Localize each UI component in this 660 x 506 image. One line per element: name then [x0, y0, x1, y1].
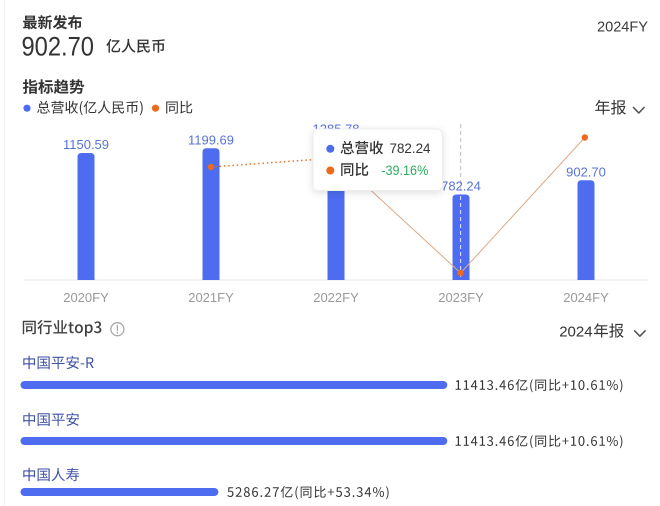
svg-text:782.24: 782.24 [441, 179, 481, 194]
svg-text:2024: 2024 [559, 323, 592, 340]
svg-text:2024FY: 2024FY [563, 290, 609, 305]
svg-text:902.70: 902.70 [22, 31, 95, 61]
svg-text:1199.69: 1199.69 [188, 133, 234, 148]
svg-text:1150.59: 1150.59 [63, 137, 109, 152]
svg-text:-39.16%: -39.16% [381, 162, 428, 178]
svg-text:2022FY: 2022FY [313, 290, 359, 305]
svg-text:2020FY: 2020FY [63, 290, 109, 305]
svg-text:782.24: 782.24 [390, 140, 431, 156]
svg-text:902.70: 902.70 [566, 164, 606, 179]
svg-text:2023FY: 2023FY [438, 290, 484, 305]
svg-text:2021FY: 2021FY [188, 290, 234, 305]
svg-text:2024FY: 2024FY [597, 19, 648, 36]
